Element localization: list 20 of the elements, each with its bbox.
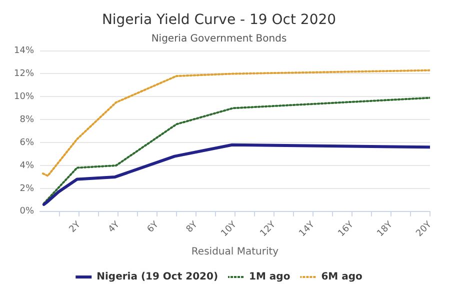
x-tick-label: 6Y [146,220,162,235]
y-tick-label: 4% [20,160,34,171]
x-tick-label: 2Y [68,220,84,235]
chart-title: Nigeria Yield Curve - 19 Oct 2020 [102,12,336,28]
x-tick-label: 8Y [184,220,200,235]
legend-label: 6M ago [321,272,362,283]
legend-label: Nigeria (19 Oct 2020) [96,272,218,283]
x-tick-label: 4Y [106,220,122,235]
y-tick-label: 8% [20,114,34,125]
legend-label: 1M ago [249,272,290,283]
y-tick-label: 12% [14,69,34,80]
x-axis-title: Residual Maturity [191,246,279,258]
y-tick-label: 10% [14,92,34,102]
y-tick-label: 0% [20,206,34,217]
line-series [42,96,430,204]
y-tick-label: 2% [20,184,34,194]
y-tick-label: 14% [14,46,34,56]
y-tick-label: 6% [20,138,34,148]
chart-subtitle: Nigeria Government Bonds [151,33,287,44]
line-series [42,69,430,177]
